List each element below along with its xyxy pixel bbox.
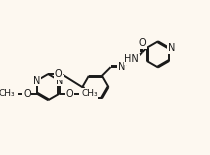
Text: O: O (66, 89, 73, 99)
Text: O: O (23, 89, 31, 99)
Text: CH₃: CH₃ (0, 89, 15, 98)
Text: N: N (118, 62, 125, 72)
Text: O: O (139, 38, 146, 48)
Text: N: N (33, 76, 41, 86)
Text: HN: HN (124, 54, 139, 64)
Text: CH₃: CH₃ (81, 89, 98, 98)
Text: N: N (56, 76, 63, 86)
Text: O: O (55, 69, 63, 79)
Text: N: N (168, 43, 176, 53)
